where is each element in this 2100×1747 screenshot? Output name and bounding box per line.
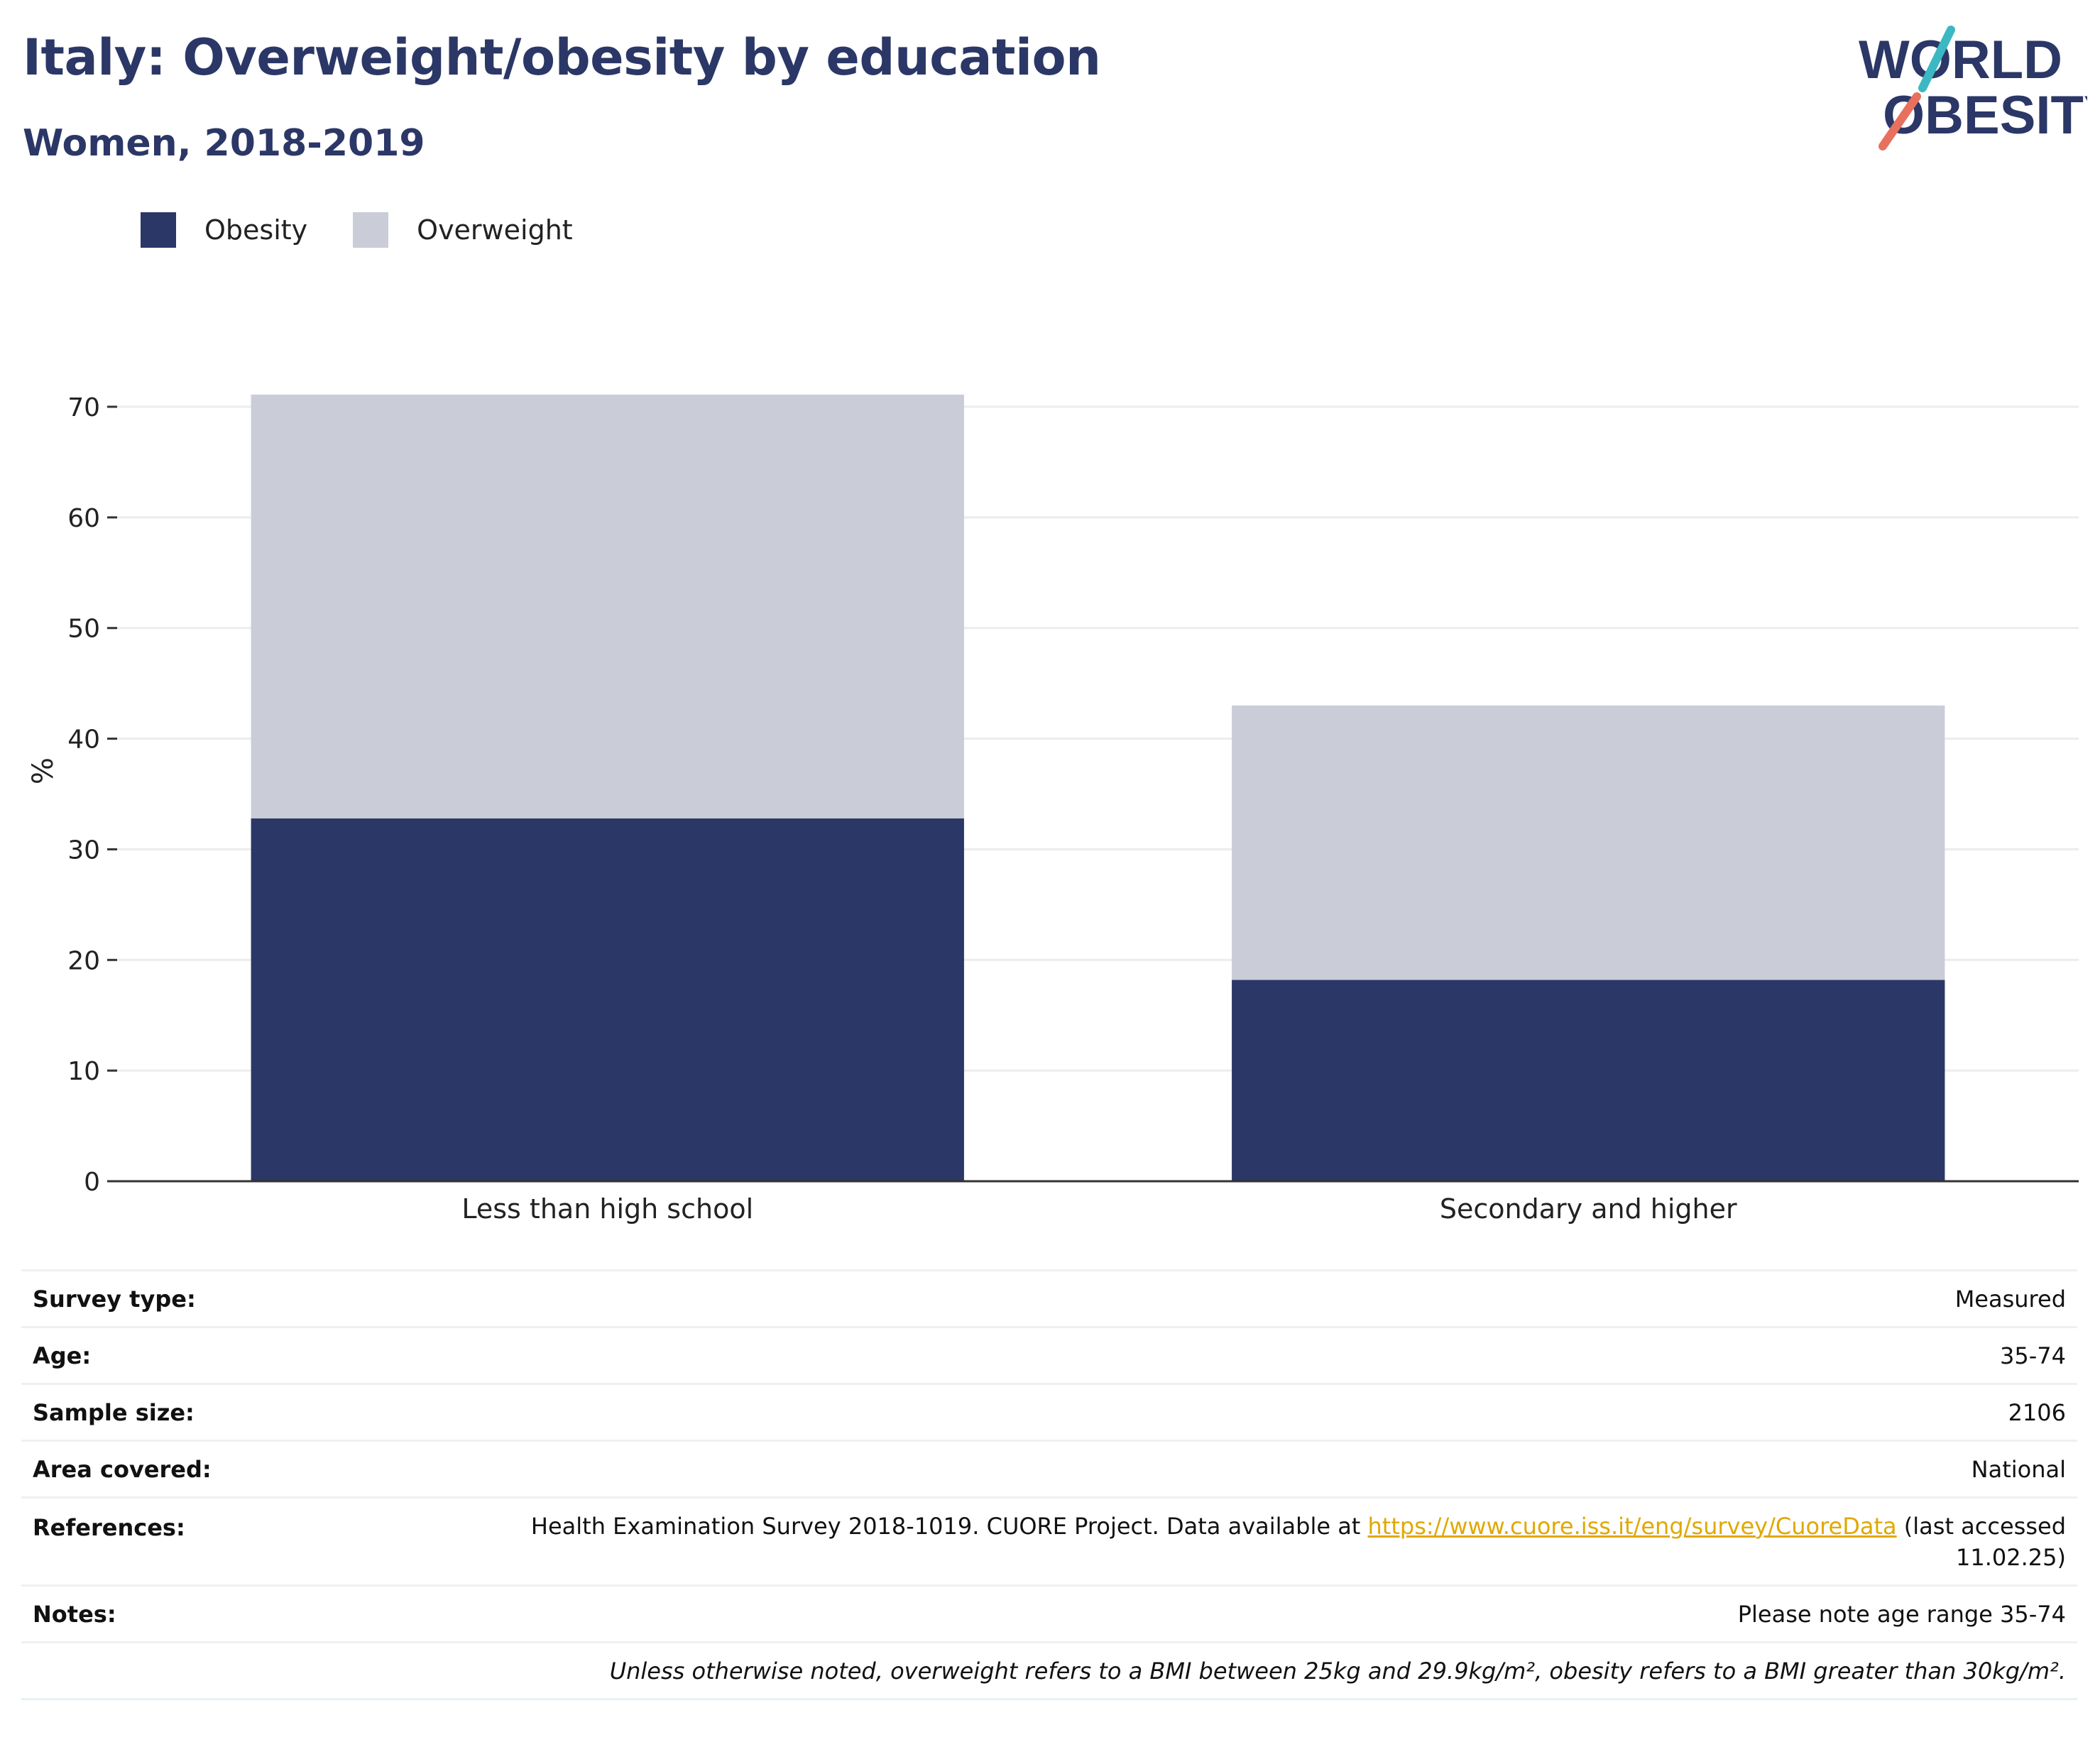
chart-subtitle: Women, 2018-2019 xyxy=(23,122,425,165)
y-tick-label: 20 xyxy=(67,946,100,975)
legend-label-overweight: Overweight xyxy=(417,214,573,246)
info-row-survey-type: Survey type: Measured xyxy=(21,1270,2077,1327)
notes-value: Please note age range 35-74 xyxy=(1737,1600,2066,1628)
legend-swatch-overweight xyxy=(353,212,389,248)
area-covered-value: National xyxy=(1971,1455,2066,1483)
y-tick-label: 40 xyxy=(67,725,100,755)
logo-line1: WORLD xyxy=(1859,30,2062,90)
age-value: 35-74 xyxy=(2000,1342,2066,1369)
bmi-footnote: Unless otherwise noted, overweight refer… xyxy=(609,1657,2066,1685)
legend-label-obesity: Obesity xyxy=(204,214,308,246)
y-tick-label: 50 xyxy=(67,615,100,644)
references-link[interactable]: https://www.cuore.iss.it/eng/survey/Cuor… xyxy=(1367,1512,1897,1540)
y-tick-label: 0 xyxy=(84,1168,100,1197)
info-row-footnote: Unless otherwise noted, overweight refer… xyxy=(21,1642,2077,1699)
bar-chart: Less than high school Secondary and highe… xyxy=(27,393,2079,1225)
logo-slash-top xyxy=(1918,26,1955,92)
chart-legend: Obesity Overweight xyxy=(141,210,618,250)
info-row-sample-size: Sample size: 2106 xyxy=(21,1384,2077,1441)
logo-slash-bottom xyxy=(1878,92,1921,150)
x-tick-label: Secondary and higher xyxy=(1440,1193,1737,1225)
sample-size-value: 2106 xyxy=(2008,1398,2066,1426)
notes-label: Notes: xyxy=(33,1600,116,1628)
references-text-line2: 11.02.25) xyxy=(1956,1543,2066,1571)
references-text-after: (last accessed xyxy=(1896,1512,2066,1540)
y-tick-label: 70 xyxy=(67,393,100,422)
y-tick-label: 10 xyxy=(67,1057,100,1086)
legend-item-obesity[interactable]: Obesity xyxy=(141,212,307,248)
info-row-area-covered: Area covered: National xyxy=(21,1440,2077,1498)
references-text: Health Examination Survey 2018-1019. CUO… xyxy=(530,1512,1368,1540)
x-tick-label: Less than high school xyxy=(461,1193,753,1225)
bar-overweight-1 xyxy=(1232,705,1945,980)
area-covered-label: Area covered: xyxy=(33,1455,212,1483)
legend-item-overweight[interactable]: Overweight xyxy=(353,212,573,248)
sample-size-label: Sample size: xyxy=(33,1398,195,1426)
bar-obesity-1 xyxy=(1232,980,1945,1181)
world-obesity-logo: WORLD OBESITY xyxy=(1859,26,2087,150)
references-label: References: xyxy=(33,1514,185,1541)
info-row-references: References: Health Examination Survey 20… xyxy=(21,1497,2077,1586)
survey-type-label: Survey type: xyxy=(33,1285,196,1313)
bar-obesity-0 xyxy=(251,818,964,1181)
legend-swatch-obesity xyxy=(141,212,176,248)
survey-info-table: Survey type: Measured Age: 35-74 Sample … xyxy=(21,1269,2077,1700)
y-tick-label: 60 xyxy=(67,504,100,533)
age-label: Age: xyxy=(33,1342,92,1369)
references-value: Health Examination Survey 2018-1019. CUO… xyxy=(470,1498,2077,1586)
y-axis-label: % xyxy=(27,757,60,784)
survey-type-value: Measured xyxy=(1954,1285,2066,1313)
chart-title: Italy: Overweight/obesity by education xyxy=(23,28,1101,87)
info-row-notes: Notes: Please note age range 35-74 xyxy=(21,1585,2077,1643)
y-tick-label: 30 xyxy=(67,836,100,865)
bar-overweight-0 xyxy=(251,394,964,818)
info-row-age: Age: 35-74 xyxy=(21,1327,2077,1384)
